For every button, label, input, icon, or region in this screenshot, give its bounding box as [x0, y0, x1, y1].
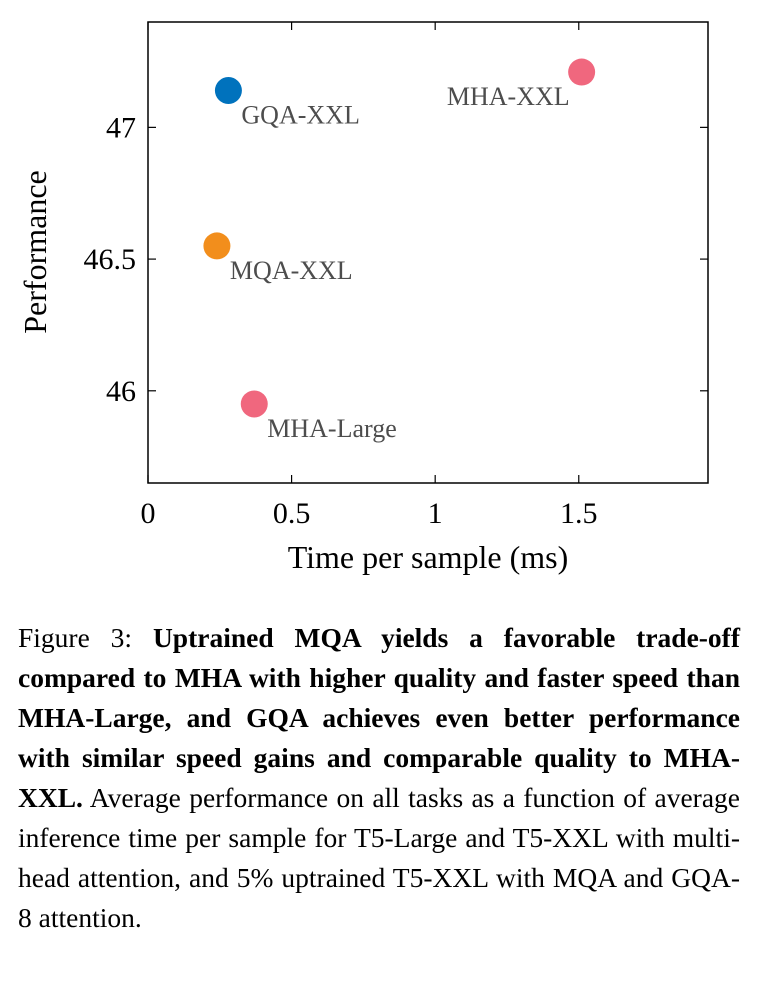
y-axis-title: Performance — [17, 170, 53, 333]
y-axis-ticks: 46 46.5 47 — [84, 111, 708, 408]
point-mha-large — [240, 390, 268, 418]
point-mqa-xxl — [203, 232, 231, 260]
point-label-mqa-xxl: MQA-XXL — [230, 256, 353, 285]
plot-frame — [147, 21, 709, 484]
caption-bold: Uptrained MQA yields a favorable trade-o… — [18, 622, 740, 813]
caption-rest: Average performance on all tasks as a fu… — [18, 782, 740, 933]
figure-caption: Figure 3: Uptrained MQA yields a favorab… — [18, 618, 740, 938]
point-label-mha-xxl: MHA-XXL — [447, 82, 570, 111]
x-tick-label: 0 — [141, 497, 156, 530]
point-mha-xxl — [568, 58, 596, 86]
x-tick-label: 1.5 — [560, 497, 598, 530]
caption-prefix: Figure 3: — [18, 622, 153, 653]
y-tick-label: 47 — [106, 111, 136, 144]
x-tick-label: 0.5 — [273, 497, 311, 530]
x-tick-label: 1 — [428, 497, 443, 530]
y-tick-label: 46.5 — [84, 243, 137, 276]
x-axis-title: Time per sample (ms) — [288, 539, 569, 575]
point-label-mha-large: MHA-Large — [267, 414, 396, 443]
point-label-gqa-xxl: GQA-XXL — [241, 100, 359, 129]
x-axis-ticks: 0 0.5 1 1.5 — [141, 22, 598, 530]
data-points: MHA-Large MHA-XXL MQA-XXL GQA-XXL — [203, 58, 596, 443]
point-gqa-xxl — [214, 76, 242, 104]
scatter-chart: 0 0.5 1 1.5 46 46.5 47 MHA-Large MHA-XXL MQA-XX… — [17, 21, 709, 575]
y-tick-label: 46 — [106, 375, 136, 408]
